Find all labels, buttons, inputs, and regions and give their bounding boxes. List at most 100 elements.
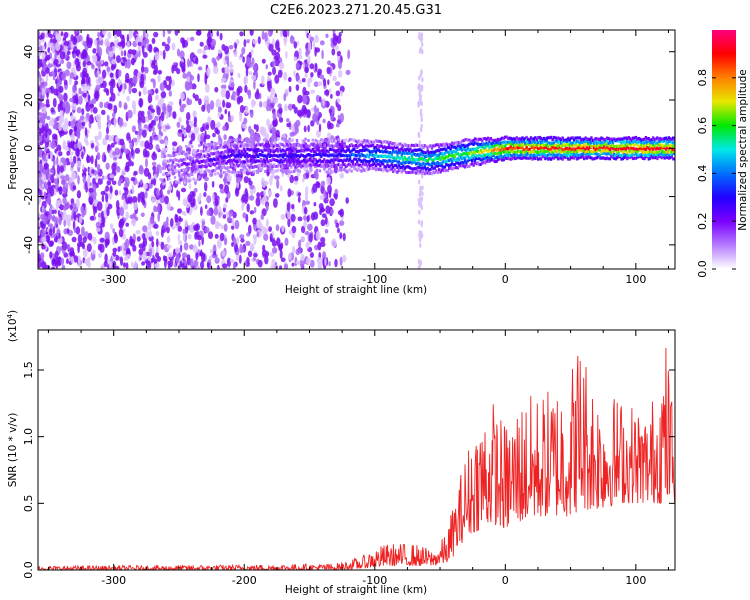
- spectrogram-speckle: [62, 249, 66, 254]
- spectrogram-cell: [583, 146, 586, 150]
- spectrogram-speckle: [261, 30, 265, 40]
- spectrogram-cell: [618, 144, 622, 148]
- spectrogram-cell: [673, 157, 675, 161]
- spectrogram-cell: [162, 160, 165, 164]
- spectrogram-cell: [272, 158, 276, 162]
- spectrogram-cell: [361, 167, 365, 171]
- spectrogram-speckle: [65, 102, 71, 113]
- spectrogram-cell: [459, 147, 462, 151]
- spectrogram-cell: [371, 140, 375, 144]
- spectrogram-speckle: [295, 248, 300, 256]
- spectrogram-speckle: [61, 264, 66, 269]
- spectrogram-cell: [224, 145, 227, 149]
- spectrogram-cell: [357, 139, 360, 143]
- spectrogram-cell: [359, 158, 362, 162]
- spectrogram-speckle: [94, 135, 99, 140]
- spectrogram-cell: [432, 171, 435, 174]
- spectrogram-speckle: [131, 184, 135, 195]
- spectrogram-cell: [634, 149, 638, 153]
- spectrogram-speckle: [138, 97, 144, 108]
- spectrogram-cell: [404, 161, 408, 164]
- spectrogram-cell: [399, 157, 402, 161]
- spectrogram-cell: [201, 155, 204, 159]
- spectrogram-cell: [396, 160, 399, 164]
- spectrogram-cell: [392, 159, 395, 163]
- spectrogram-cell: [234, 165, 237, 169]
- spectrogram-cell: [188, 155, 191, 159]
- spectrogram-speckle: [324, 216, 328, 225]
- spectrogram-cell: [410, 156, 414, 160]
- spectrogram-cell: [239, 149, 243, 153]
- spectrogram-speckle: [265, 64, 268, 70]
- spectrogram-speckle: [156, 238, 159, 248]
- spectrogram-speckle: [111, 58, 117, 65]
- spectrogram-cell: [438, 153, 441, 157]
- spectrogram-speckle: [66, 50, 71, 56]
- spectrogram-cell: [337, 138, 340, 142]
- spectrogram-cell: [469, 150, 472, 154]
- spectrogram-cell: [277, 137, 280, 141]
- spectrogram-cell: [234, 148, 237, 152]
- spectrogram-cell: [633, 150, 636, 154]
- spectrogram-speckle: [268, 43, 274, 52]
- spectrogram-cell: [528, 143, 531, 147]
- spectrogram-cell: [511, 147, 514, 151]
- spectrogram-cell: [649, 138, 652, 142]
- spectrogram-speckle: [75, 63, 81, 72]
- spectrogram-cell: [320, 138, 323, 142]
- spectrogram-cell: [644, 144, 648, 148]
- spectrogram-cell: [241, 142, 244, 146]
- spectrogram-cell: [301, 139, 304, 143]
- spectrogram-cell: [524, 156, 527, 160]
- spectrogram-cell: [346, 157, 349, 161]
- spectrogram-cell: [323, 162, 326, 166]
- spectrogram-cell: [318, 169, 322, 173]
- spectrogram-cell: [297, 144, 300, 148]
- spectrogram-speckle: [418, 133, 421, 139]
- spectrogram-speckle: [178, 129, 183, 134]
- spectrogram-cell: [376, 144, 379, 147]
- spectrogram-speckle: [147, 114, 153, 121]
- spectrogram-cell: [568, 151, 571, 154]
- spectrogram-speckle: [278, 107, 283, 114]
- spectrogram-cell: [350, 142, 353, 146]
- spectrogram-cell: [473, 151, 477, 155]
- spectrogram-cell: [303, 144, 306, 148]
- spectrogram-speckle: [40, 103, 46, 107]
- spectrogram-speckle: [313, 114, 318, 123]
- spectrogram-cell: [373, 154, 376, 158]
- spectrogram-cell: [641, 157, 645, 160]
- spectrogram-cell: [594, 148, 597, 152]
- spectrogram-cell: [176, 180, 179, 184]
- spectrogram-cell: [423, 163, 426, 167]
- spectrogram-cell: [364, 140, 368, 144]
- spectrogram-cell: [337, 152, 340, 156]
- spectrogram-cell: [315, 140, 319, 143]
- spectrogram-speckle: [66, 228, 70, 234]
- spectrogram-cell: [254, 160, 257, 164]
- spectrogram-cell: [416, 152, 419, 156]
- spectrogram-cell: [324, 153, 327, 157]
- spectrogram-cell: [660, 145, 663, 149]
- spectrogram-speckle: [326, 132, 332, 138]
- spectrogram-cell: [590, 136, 593, 140]
- spectrogram-speckle: [193, 116, 198, 124]
- spectrogram-cell: [650, 145, 653, 149]
- spectrogram-cell: [406, 152, 409, 155]
- spectrogram-cell: [634, 152, 638, 155]
- spectrogram-cell: [280, 164, 283, 168]
- spectrogram-cell: [419, 148, 422, 152]
- spectrogram-speckle: [119, 34, 125, 40]
- spectrogram-cell: [183, 174, 187, 178]
- spectrogram-cell: [163, 171, 167, 175]
- spectrogram-cell: [594, 150, 597, 154]
- spectrogram-cell: [452, 154, 455, 158]
- spectrogram-speckle: [219, 232, 225, 242]
- spectrogram-speckle: [40, 116, 46, 124]
- spectrogram-cell: [159, 177, 162, 181]
- spectrogram-cell: [317, 148, 320, 152]
- spectrogram-cell: [627, 153, 630, 157]
- spectrogram-cell: [452, 163, 455, 166]
- spectrogram-cell: [659, 143, 662, 147]
- spectrogram-speckle: [43, 164, 49, 170]
